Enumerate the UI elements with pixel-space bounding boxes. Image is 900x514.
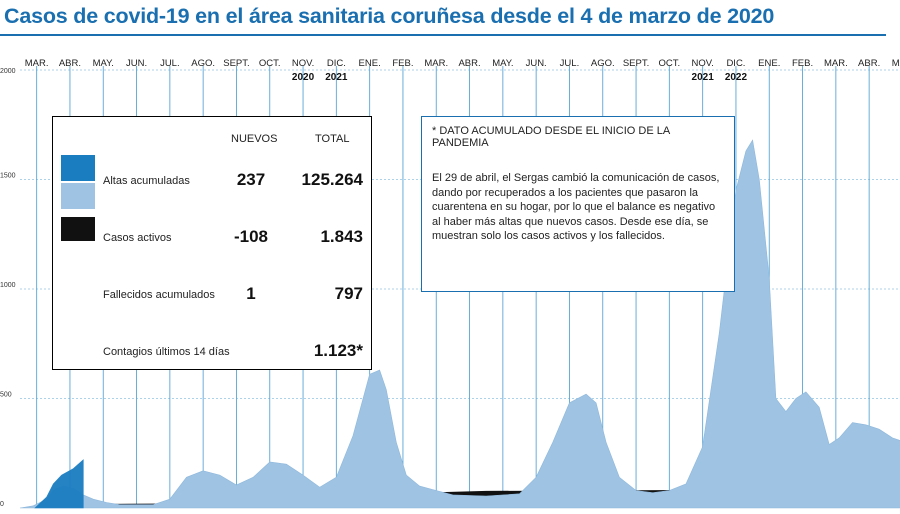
month-label: SEPT.: [623, 58, 649, 69]
contagios-label: Contagios últimos 14 días: [103, 346, 230, 358]
month-label: ENE.: [359, 58, 381, 69]
month-label: ABR.: [858, 58, 880, 69]
month-label: ABR.: [59, 58, 81, 69]
y-tick-label: 500: [0, 392, 12, 399]
altas-label: Altas acumuladas: [103, 175, 190, 187]
year-label: 2021: [325, 72, 348, 83]
title-underline: [0, 34, 886, 36]
month-label: FEB.: [792, 58, 813, 69]
y-tick-label: 1000: [0, 282, 16, 289]
year-label: 2022: [725, 72, 748, 83]
month-label: JUL.: [160, 58, 180, 69]
page-title: Casos de covid-19 en el área sanitaria c…: [4, 4, 775, 28]
year-label: 2021: [692, 72, 715, 83]
axis-labels: 0 500 1000 1500 2000 MAR. ABR. MAY. JUN. JUL. AGO.…: [0, 58, 900, 508]
month-label: MAR.: [424, 58, 448, 69]
y-tick-label: 0: [0, 501, 4, 508]
header-total: TOTAL: [315, 133, 350, 145]
active-total: 1.843: [320, 227, 363, 246]
year-label: 2020: [292, 72, 315, 83]
active-new: -108: [233, 227, 269, 246]
altas-dark-swatch: [61, 155, 95, 181]
header-new: NUEVOS: [231, 133, 278, 145]
altas-total: 125.264: [301, 170, 363, 189]
deaths-label: Fallecidos acumulados: [103, 289, 215, 301]
month-label: DIC.: [327, 58, 346, 69]
month-label: JUN.: [526, 58, 547, 69]
active-cases-area: [19, 139, 900, 509]
month-label: NOV.: [691, 58, 713, 69]
altas-new: 237: [236, 170, 266, 189]
note-heading: * DATO ACUMULADO DESDE EL INICIO DE LA P…: [432, 125, 670, 149]
contagios-total: 1.123*: [313, 341, 363, 360]
month-label: FEB.: [392, 58, 413, 69]
y-tick-label: 1500: [0, 173, 16, 180]
month-label: OCT.: [259, 58, 281, 69]
note-panel: * DATO ACUMULADO DESDE EL INICIO DE LA P…: [421, 116, 735, 292]
active-swatch: [61, 217, 95, 241]
month-label: MAY.: [492, 58, 513, 69]
month-label: AGO.: [191, 58, 215, 69]
month-label: JUL.: [560, 58, 580, 69]
note-body: El 29 de abril, el Sergas cambió la comu…: [432, 172, 720, 242]
month-label: MAR.: [824, 58, 848, 69]
deaths-total: 797: [334, 284, 363, 303]
month-label: JUN.: [126, 58, 147, 69]
stats-panel: NUEVOS TOTAL Altas acumuladas 237 125.26…: [52, 116, 372, 370]
y-tick-label: 2000: [0, 68, 16, 75]
month-label: AGO.: [591, 58, 615, 69]
month-label: NOV.: [292, 58, 314, 69]
month-label: DIC.: [726, 58, 745, 69]
month-label: MAY.: [892, 58, 900, 69]
month-label: SEPT.: [223, 58, 249, 69]
month-label: MAR.: [25, 58, 49, 69]
month-label: OCT.: [659, 58, 681, 69]
series-areas: [19, 139, 900, 509]
month-label: ENE.: [758, 58, 780, 69]
active-label: Casos activos: [103, 232, 172, 244]
deaths-new: 1: [246, 284, 256, 303]
altas-area: [34, 459, 84, 509]
altas-light-swatch: [61, 183, 95, 209]
month-label: MAY.: [93, 58, 114, 69]
month-label: ABR.: [458, 58, 480, 69]
